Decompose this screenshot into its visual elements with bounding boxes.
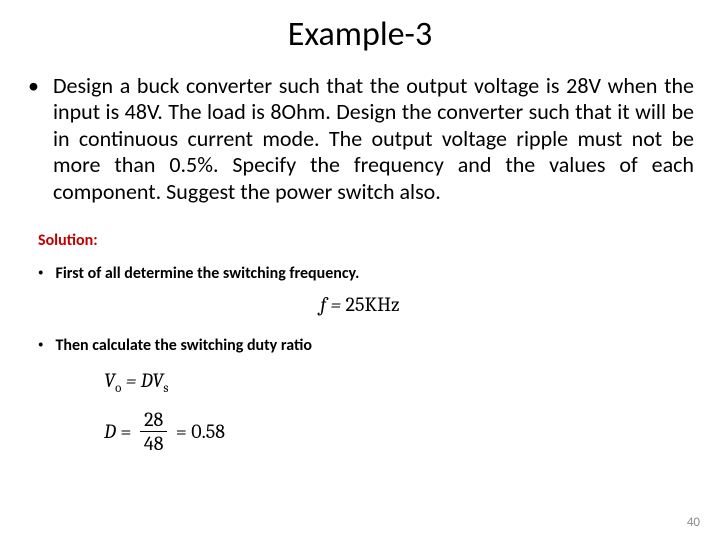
eq-var-vo: V: [104, 369, 115, 392]
bullet-dot: •: [28, 73, 39, 99]
fraction-numerator: 28: [140, 408, 167, 432]
fraction: 28 48: [140, 408, 168, 455]
page-number: 40: [687, 515, 700, 530]
step1-bullet: • First of all determine the switching f…: [0, 250, 720, 283]
eq-sub-o: o: [115, 381, 121, 396]
equals-sign: =: [331, 293, 346, 316]
eq-var-f: f: [320, 293, 326, 316]
eq-freq-value: 25KHz: [346, 293, 400, 316]
eq-sub-s: s: [163, 381, 168, 396]
equals-sign: =: [116, 420, 136, 443]
step2-bullet: • Then calculate the switching duty rati…: [0, 316, 720, 355]
solution-heading: Solution:: [0, 205, 720, 250]
problem-text: Design a buck converter such that the ou…: [53, 73, 694, 205]
step2-text: Then calculate the switching duty ratio: [55, 336, 311, 355]
equation-vo-eq-dvs: Vo = DVs: [0, 355, 720, 396]
bullet-dot: •: [38, 264, 43, 282]
equation-d-value: D = 28 48 = 0.58: [0, 396, 720, 455]
slide-title: Example-3: [0, 0, 720, 65]
problem-bullet: • Design a buck converter such that the …: [0, 65, 720, 205]
equals-sign: =: [126, 369, 141, 392]
eq-result: 0.58: [191, 420, 225, 443]
bullet-dot: •: [38, 336, 43, 354]
step1-text: First of all determine the switching fre…: [55, 264, 359, 283]
eq-var-d: D: [104, 420, 116, 443]
eq-var-dvs: DV: [141, 369, 164, 392]
fraction-denominator: 48: [140, 432, 168, 455]
equation-frequency: f = 25KHz: [0, 283, 720, 316]
equals-sign: =: [171, 420, 191, 443]
